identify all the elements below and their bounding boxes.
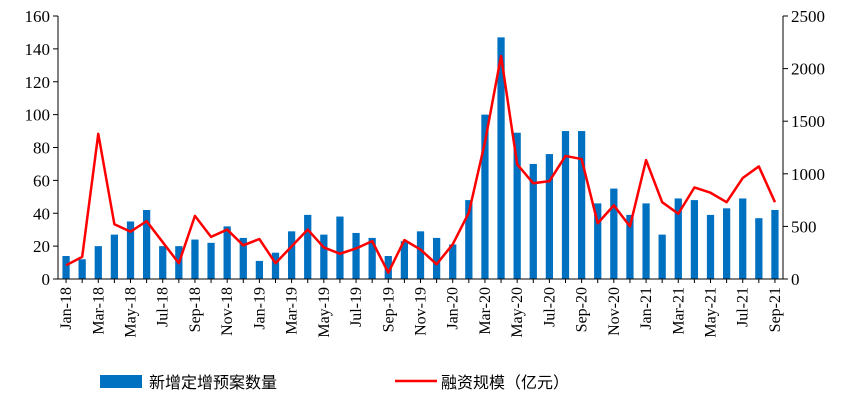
- x-tick-label: May-20: [509, 287, 526, 338]
- bar-Apr-21: [690, 200, 699, 279]
- bar-May-18: [126, 221, 135, 279]
- x-tick-label: Mar-20: [477, 287, 494, 335]
- right-tick-label: 1500: [791, 112, 825, 131]
- x-tick-label: Sep-21: [767, 287, 784, 332]
- bar-May-19: [320, 234, 328, 279]
- legend-line-label: 融资规模（亿元）: [441, 373, 569, 392]
- right-tick-label: 2000: [791, 60, 825, 79]
- bar-Jul-19: [352, 232, 360, 279]
- x-tick-label: May-19: [316, 287, 333, 338]
- x-tick-label: Jul-18: [155, 287, 172, 327]
- left-axis-ticks: 0 20 40 60 80 100 120 140 160: [25, 7, 58, 289]
- bar-Sep-20: [577, 131, 586, 279]
- right-tick-label: 1000: [791, 165, 825, 184]
- x-tick-label: Mar-19: [284, 287, 301, 335]
- bar-Jun-18: [142, 209, 151, 279]
- x-tick-label: Jul-20: [541, 287, 558, 327]
- bar-Feb-21: [658, 234, 666, 279]
- legend: 新增定增预案数量 融资规模（亿元）: [100, 373, 569, 392]
- bar-Sep-19: [384, 255, 392, 279]
- bar-Mar-20: [481, 114, 489, 280]
- bar-Nov-19: [416, 231, 425, 279]
- x-tick-label: Jan-21: [638, 287, 655, 330]
- bar-Feb-20: [465, 200, 473, 279]
- legend-bar-label: 新增定增预案数量: [149, 373, 277, 392]
- bar-Apr-18: [110, 234, 119, 279]
- bar-Jul-18: [159, 246, 167, 280]
- x-tick-label: May-21: [703, 287, 720, 338]
- bar-Jul-20: [545, 154, 554, 279]
- bar-Jun-21: [722, 208, 731, 279]
- x-tick-label: Sep-18: [187, 287, 204, 332]
- bar-Nov-20: [610, 188, 618, 279]
- x-tick-label: Sep-20: [574, 287, 591, 332]
- bar-Mar-18: [94, 246, 102, 280]
- bar-Oct-18: [207, 242, 215, 279]
- x-tick-label: Sep-19: [380, 287, 397, 332]
- bar-Oct-19: [400, 241, 409, 279]
- x-tick-label: Nov-18: [219, 287, 236, 336]
- x-tick-label: Jan-19: [251, 287, 268, 330]
- bar-Jan-18: [62, 255, 70, 279]
- x-tick-label: May-18: [123, 287, 140, 338]
- bar-Dec-19: [432, 237, 441, 279]
- bar-Mar-21: [674, 198, 682, 279]
- left-tick-label: 20: [33, 237, 50, 256]
- right-tick-label: 500: [791, 217, 817, 236]
- left-tick-label: 80: [33, 139, 50, 158]
- x-tick-label: Jul-19: [348, 287, 365, 327]
- bar-May-21: [706, 214, 715, 279]
- bar-Sep-18: [191, 239, 199, 279]
- left-tick-label: 0: [42, 270, 51, 289]
- x-tick-label: Mar-21: [670, 287, 687, 335]
- x-tick-label: Jan-20: [445, 287, 462, 330]
- right-tick-label: 2500: [791, 7, 825, 26]
- bar-Sep-21: [771, 209, 779, 279]
- bar-Dec-18: [239, 237, 247, 279]
- x-axis-ticks: Jan-18 Mar-18 May-18 Jul-18 Sep-18 Nov-18 Jan-…: [58, 279, 784, 338]
- bar-Jun-20: [529, 163, 537, 279]
- bar-Dec-20: [626, 214, 634, 279]
- bar-Apr-19: [304, 214, 312, 279]
- bar-Feb-18: [78, 259, 86, 279]
- bar-Jan-21: [642, 203, 650, 279]
- x-tick-label: Mar-18: [90, 287, 107, 335]
- x-tick-label: Nov-20: [606, 287, 623, 336]
- legend-bar-swatch: [100, 375, 142, 388]
- bar-Aug-19: [368, 237, 376, 279]
- left-tick-label: 60: [33, 171, 50, 190]
- bar-Jun-19: [336, 216, 344, 279]
- x-tick-label: Nov-19: [413, 287, 430, 336]
- bar-Aug-20: [561, 131, 570, 279]
- right-tick-label: 0: [791, 270, 800, 289]
- bar-Aug-21: [755, 218, 763, 279]
- bar-Jan-20: [449, 244, 457, 279]
- bar-Feb-19: [271, 252, 280, 279]
- bar-Apr-20: [497, 37, 505, 280]
- bar-Mar-19: [287, 231, 296, 279]
- bar-Oct-20: [594, 203, 602, 279]
- left-tick-label: 160: [25, 7, 51, 26]
- x-tick-label: Jan-18: [58, 287, 75, 330]
- left-tick-label: 120: [25, 73, 51, 92]
- bar-May-20: [513, 132, 521, 279]
- right-axis-ticks: 0 500 1000 1500 2000 2500: [783, 7, 825, 289]
- financing-line: [65, 54, 777, 274]
- left-tick-label: 40: [33, 204, 50, 223]
- left-tick-label: 100: [25, 106, 51, 125]
- left-tick-label: 140: [25, 40, 51, 59]
- line-series: [65, 54, 777, 274]
- bar-Jan-19: [255, 260, 264, 279]
- bar-Nov-18: [223, 226, 231, 279]
- x-tick-label: Jul-21: [735, 287, 752, 327]
- bar-series: [62, 37, 779, 280]
- bar-Jul-21: [739, 198, 747, 279]
